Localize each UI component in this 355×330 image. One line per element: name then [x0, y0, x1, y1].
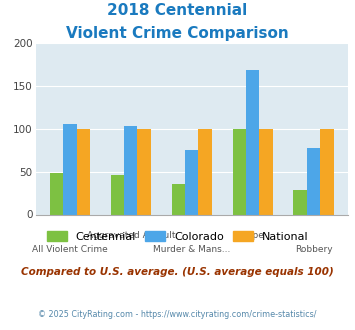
- Bar: [198, 129, 212, 214]
- Bar: [185, 150, 198, 214]
- Bar: [50, 173, 63, 214]
- Text: 2018 Centennial: 2018 Centennial: [107, 3, 248, 18]
- Text: © 2025 CityRating.com - https://www.cityrating.com/crime-statistics/: © 2025 CityRating.com - https://www.city…: [38, 310, 317, 319]
- Bar: [77, 129, 90, 214]
- Legend: Centennial, Colorado, National: Centennial, Colorado, National: [43, 227, 312, 246]
- Bar: [294, 190, 307, 214]
- Bar: [260, 129, 273, 214]
- Text: Compared to U.S. average. (U.S. average equals 100): Compared to U.S. average. (U.S. average …: [21, 267, 334, 277]
- Bar: [124, 126, 137, 214]
- Bar: [111, 175, 124, 214]
- Bar: [137, 129, 151, 214]
- Bar: [246, 70, 260, 214]
- Text: All Violent Crime: All Violent Crime: [32, 245, 108, 254]
- Text: Violent Crime Comparison: Violent Crime Comparison: [66, 26, 289, 41]
- Bar: [320, 129, 334, 214]
- Text: Murder & Mans...: Murder & Mans...: [153, 245, 230, 254]
- Text: Robbery: Robbery: [295, 245, 332, 254]
- Bar: [307, 148, 320, 214]
- Bar: [63, 124, 77, 214]
- Text: Rape: Rape: [241, 231, 264, 240]
- Bar: [171, 183, 185, 214]
- Bar: [233, 129, 246, 214]
- Text: Aggravated Assault: Aggravated Assault: [87, 231, 175, 240]
